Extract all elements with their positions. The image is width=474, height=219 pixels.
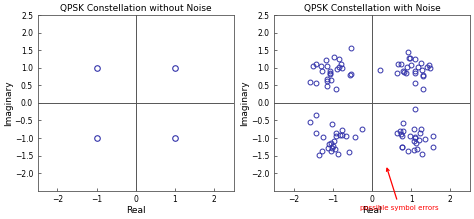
Title: QPSK Constellation without Noise: QPSK Constellation without Noise: [60, 4, 211, 13]
Title: QPSK Constellation with Noise: QPSK Constellation with Noise: [304, 4, 440, 13]
Y-axis label: Imaginary: Imaginary: [4, 80, 13, 126]
X-axis label: Real: Real: [362, 206, 382, 215]
Y-axis label: Imaginary: Imaginary: [240, 80, 249, 126]
X-axis label: Real: Real: [126, 206, 146, 215]
Text: possible symbol errors: possible symbol errors: [360, 168, 439, 211]
